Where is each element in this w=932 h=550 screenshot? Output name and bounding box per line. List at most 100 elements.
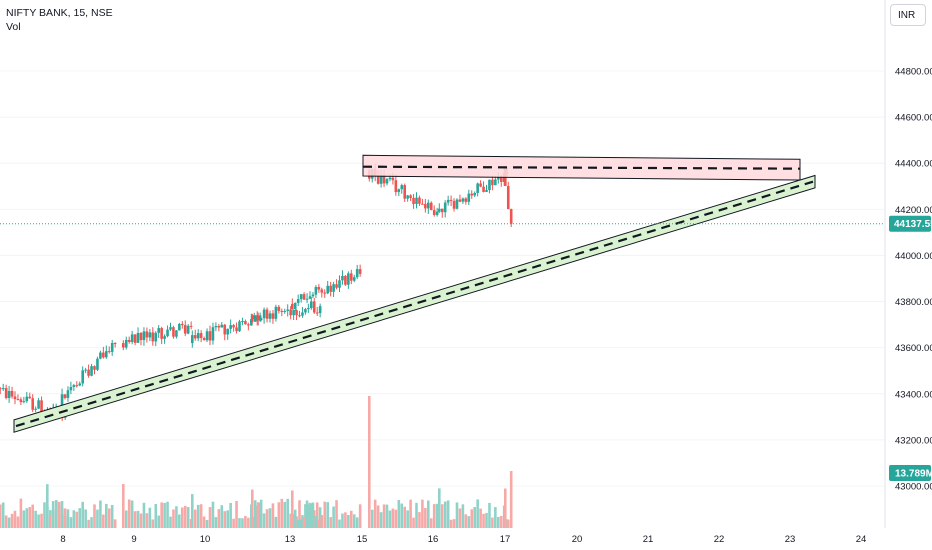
volume-bar bbox=[291, 490, 294, 528]
volume-bar bbox=[304, 504, 307, 528]
candle bbox=[251, 313, 254, 324]
volume-bar bbox=[335, 500, 338, 528]
candle bbox=[186, 324, 190, 335]
volume-bar bbox=[497, 517, 500, 528]
price-axis: 43000.00 43200.00 43400.00 43600.00 43800.00… bbox=[895, 67, 932, 493]
volume-bar bbox=[160, 502, 163, 528]
volume-bar bbox=[323, 501, 327, 528]
candle bbox=[406, 194, 409, 202]
candle bbox=[307, 303, 310, 313]
volume-bar bbox=[142, 502, 146, 528]
price-tick-label: 43000.00 bbox=[895, 482, 932, 493]
candle bbox=[467, 189, 471, 206]
candle bbox=[341, 270, 344, 285]
volume-bar bbox=[368, 396, 371, 528]
candle bbox=[1, 383, 5, 392]
candle bbox=[96, 356, 99, 372]
candle bbox=[244, 319, 247, 325]
volume-bar bbox=[397, 499, 401, 528]
candle bbox=[338, 275, 341, 293]
volume-bar bbox=[421, 499, 424, 528]
volume-bar bbox=[251, 489, 254, 528]
time-tick-label: 22 bbox=[714, 534, 725, 545]
candle bbox=[274, 304, 278, 322]
time-tick-label: 24 bbox=[856, 534, 867, 545]
candle bbox=[286, 304, 289, 317]
volume-bar bbox=[75, 511, 79, 528]
volume-bar bbox=[403, 506, 406, 528]
candle bbox=[160, 326, 163, 345]
volume-bar bbox=[293, 509, 297, 528]
candle bbox=[193, 329, 197, 341]
candle bbox=[312, 297, 316, 314]
volume-bar bbox=[370, 509, 374, 528]
candle bbox=[217, 323, 221, 332]
volume-indicator-label[interactable]: Vol bbox=[6, 21, 21, 33]
volume-bar bbox=[163, 502, 166, 528]
volume-bar bbox=[283, 501, 287, 528]
price-tick-label: 43800.00 bbox=[895, 297, 932, 308]
volume-bar bbox=[289, 513, 292, 528]
volume-bar bbox=[166, 501, 169, 528]
volume-bar bbox=[506, 519, 510, 528]
volume-bar bbox=[394, 509, 398, 528]
candle bbox=[0, 387, 2, 395]
support-channel bbox=[13, 174, 816, 433]
candle bbox=[470, 190, 474, 199]
volume-bar bbox=[202, 516, 206, 528]
candle bbox=[166, 325, 169, 338]
last-price-badge: 44137.55 bbox=[889, 215, 932, 232]
volume-bar bbox=[113, 519, 117, 528]
volume-bar bbox=[277, 502, 281, 528]
volume-bar bbox=[338, 519, 341, 528]
symbol-title[interactable]: NIFTY BANK, 15, NSE bbox=[6, 7, 113, 19]
volume-bar bbox=[268, 508, 272, 528]
candle bbox=[298, 310, 301, 318]
candle bbox=[304, 307, 307, 315]
time-tick-label: 9 bbox=[131, 534, 136, 545]
candle bbox=[40, 396, 43, 413]
candle bbox=[139, 331, 143, 346]
volume-bar bbox=[139, 513, 143, 528]
volume-bar bbox=[296, 519, 300, 528]
volume-bar bbox=[424, 508, 427, 528]
volume-bar bbox=[326, 502, 329, 528]
candle bbox=[446, 195, 450, 206]
candle bbox=[326, 280, 329, 295]
price-tick-label: 44800.00 bbox=[895, 67, 932, 78]
volume-bar bbox=[136, 510, 140, 528]
volume-bar bbox=[461, 504, 465, 528]
volume-bar bbox=[429, 518, 433, 528]
volume-bar bbox=[315, 502, 319, 528]
volume-bar bbox=[385, 504, 389, 528]
candle bbox=[229, 319, 232, 334]
volume-bar bbox=[259, 499, 263, 528]
volume-bar bbox=[443, 501, 447, 528]
candle bbox=[317, 284, 321, 293]
volume-bar bbox=[93, 504, 96, 528]
volume-bar bbox=[96, 509, 99, 528]
candle bbox=[311, 292, 315, 299]
candle bbox=[412, 193, 415, 209]
candle bbox=[314, 285, 318, 299]
candle bbox=[418, 195, 421, 206]
volume-bar bbox=[299, 519, 303, 528]
candle bbox=[142, 327, 146, 346]
volume-bar bbox=[127, 499, 131, 528]
candle bbox=[296, 294, 300, 307]
volume-bar bbox=[48, 514, 52, 528]
candle bbox=[178, 322, 181, 331]
volume-bar bbox=[110, 504, 114, 528]
currency-selector[interactable]: INR bbox=[890, 4, 926, 26]
candle bbox=[329, 281, 332, 297]
time-tick-label: 16 bbox=[428, 534, 439, 545]
volume-bar bbox=[435, 503, 439, 528]
volume-bar bbox=[509, 471, 513, 528]
volume-bar bbox=[280, 498, 284, 528]
time-tick-label: 10 bbox=[200, 534, 211, 545]
candle bbox=[268, 310, 272, 323]
candle bbox=[37, 397, 40, 409]
volume-bar bbox=[178, 514, 181, 528]
candle bbox=[449, 195, 453, 207]
